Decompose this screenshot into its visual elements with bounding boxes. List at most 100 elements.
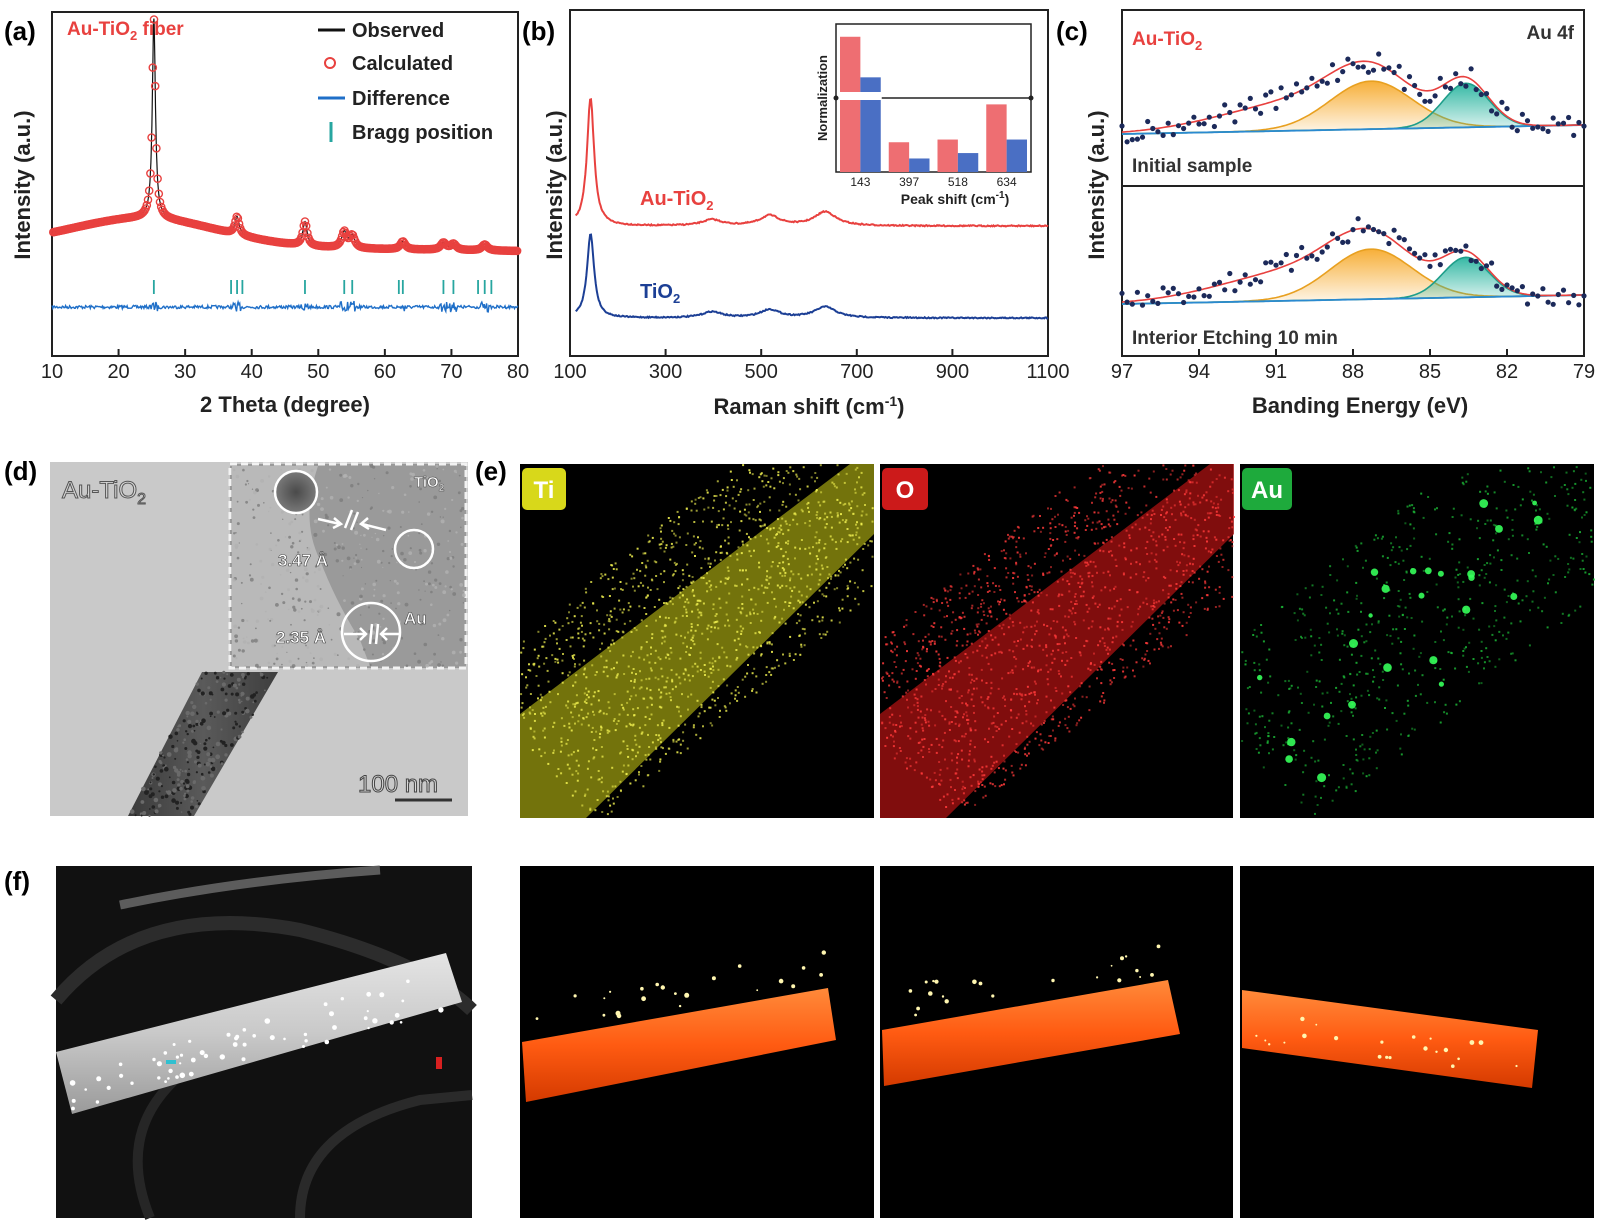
data-point bbox=[1340, 239, 1346, 245]
eds-pixel bbox=[1451, 543, 1454, 546]
eds-pixel bbox=[969, 681, 972, 684]
eds-pixel bbox=[1160, 637, 1163, 640]
eds-pixel bbox=[797, 599, 800, 602]
eds-pixel bbox=[726, 524, 729, 527]
eds-pixel bbox=[978, 768, 981, 771]
eds-pixel bbox=[1026, 743, 1029, 746]
eds-pixel bbox=[1119, 658, 1122, 660]
eds-pixel bbox=[815, 562, 818, 565]
eds-pixel bbox=[1480, 656, 1483, 659]
data-point bbox=[1427, 98, 1433, 104]
hrtem-speckle bbox=[263, 502, 265, 504]
eds-pixel bbox=[1037, 669, 1040, 672]
eds-pixel bbox=[668, 726, 671, 729]
eds-pixel bbox=[1116, 523, 1119, 526]
data-point bbox=[1422, 98, 1428, 104]
eds-pixel bbox=[1585, 511, 1588, 514]
au-particle bbox=[71, 1098, 76, 1103]
eds-pixel bbox=[627, 665, 630, 668]
eds-pixel bbox=[1346, 645, 1349, 648]
eds-pixel bbox=[1495, 619, 1498, 622]
eds-pixel bbox=[1569, 556, 1572, 559]
eds-pixel bbox=[668, 692, 671, 695]
x-tick-label: 60 bbox=[374, 361, 396, 383]
eds-pixel bbox=[619, 581, 622, 583]
eds-pixel bbox=[736, 479, 738, 482]
eds-pixel bbox=[1019, 693, 1022, 696]
eds-pixel bbox=[1078, 719, 1081, 722]
eds-pixel bbox=[1590, 540, 1593, 543]
panel-f: (f) bbox=[4, 865, 1594, 1220]
au-particle bbox=[118, 1062, 123, 1067]
eds-pixel bbox=[1231, 541, 1234, 544]
eds-pixel bbox=[804, 522, 807, 525]
fiber-speckle bbox=[230, 743, 234, 747]
eds-pixel bbox=[884, 636, 887, 639]
eds-pixel bbox=[1087, 517, 1090, 520]
eds-pixel bbox=[704, 674, 706, 676]
eds-pixel bbox=[914, 697, 917, 700]
eds-pixel bbox=[749, 537, 752, 540]
eds-pixel bbox=[1038, 744, 1041, 747]
eds-pixel bbox=[1178, 500, 1181, 503]
eds-pixel bbox=[881, 721, 884, 724]
eds-pixel bbox=[1383, 597, 1386, 600]
eds-pixel bbox=[1331, 799, 1334, 802]
eds-pixel bbox=[577, 749, 580, 752]
eds-pixel bbox=[1507, 631, 1510, 634]
tomo-au-particle bbox=[1515, 1064, 1518, 1068]
eds-pixel bbox=[682, 739, 685, 742]
hrtem-speckle bbox=[246, 479, 249, 483]
eds-pixel bbox=[1205, 491, 1208, 494]
fiber-speckle bbox=[185, 710, 190, 716]
eds-pixel bbox=[906, 650, 908, 653]
data-point bbox=[1299, 244, 1305, 251]
eds-pixel bbox=[1131, 526, 1134, 529]
eds-pixel bbox=[694, 555, 696, 557]
eds-pixel bbox=[1099, 626, 1102, 629]
eds-pixel bbox=[541, 645, 544, 648]
eds-pixel bbox=[735, 649, 738, 651]
au-particle bbox=[199, 1050, 205, 1056]
hrtem-speckle bbox=[448, 529, 452, 533]
eds-pixel bbox=[1109, 525, 1112, 528]
tomo-au-particle bbox=[1423, 1046, 1428, 1051]
data-point bbox=[1581, 123, 1587, 129]
eds-pixel bbox=[1015, 751, 1018, 753]
eds-pixel bbox=[1231, 595, 1234, 598]
eds-pixel bbox=[806, 585, 809, 588]
eds-pixel bbox=[631, 748, 634, 751]
eds-pixel bbox=[1119, 494, 1122, 497]
data-point bbox=[1576, 119, 1582, 126]
data-point bbox=[1504, 106, 1510, 112]
eds-pixel bbox=[1529, 609, 1531, 612]
eds-pixel bbox=[1142, 601, 1145, 604]
au-particle bbox=[156, 1061, 162, 1067]
eds-pixel bbox=[705, 489, 708, 492]
eds-pixel bbox=[1228, 539, 1231, 542]
eds-pixel bbox=[1269, 675, 1272, 678]
eds-pixel bbox=[1086, 515, 1088, 518]
eds-pixel bbox=[1337, 612, 1340, 615]
hrtem-speckle bbox=[413, 560, 417, 564]
eds-pixel bbox=[577, 720, 580, 723]
tomo-au-particle bbox=[573, 994, 577, 998]
data-point bbox=[1463, 83, 1469, 89]
eds-pixel bbox=[754, 519, 757, 522]
eds-pixel bbox=[695, 509, 698, 512]
inset-x-tick-label: 397 bbox=[899, 175, 919, 189]
eds-pixel bbox=[1414, 694, 1417, 697]
eds-pixel bbox=[1182, 510, 1185, 513]
eds-pixel bbox=[1382, 679, 1385, 681]
eds-pixel bbox=[1061, 692, 1064, 695]
data-point bbox=[1566, 114, 1572, 121]
eds-pixel bbox=[679, 752, 682, 755]
eds-pixel bbox=[583, 606, 586, 609]
eds-pixel bbox=[1061, 524, 1064, 527]
eds-pixel bbox=[580, 708, 583, 711]
eds-pixel bbox=[922, 729, 925, 732]
eds-pixel bbox=[978, 630, 980, 633]
eds-pixel bbox=[963, 735, 966, 738]
eds-pixel bbox=[998, 585, 1001, 588]
eds-pixel bbox=[1153, 602, 1156, 605]
